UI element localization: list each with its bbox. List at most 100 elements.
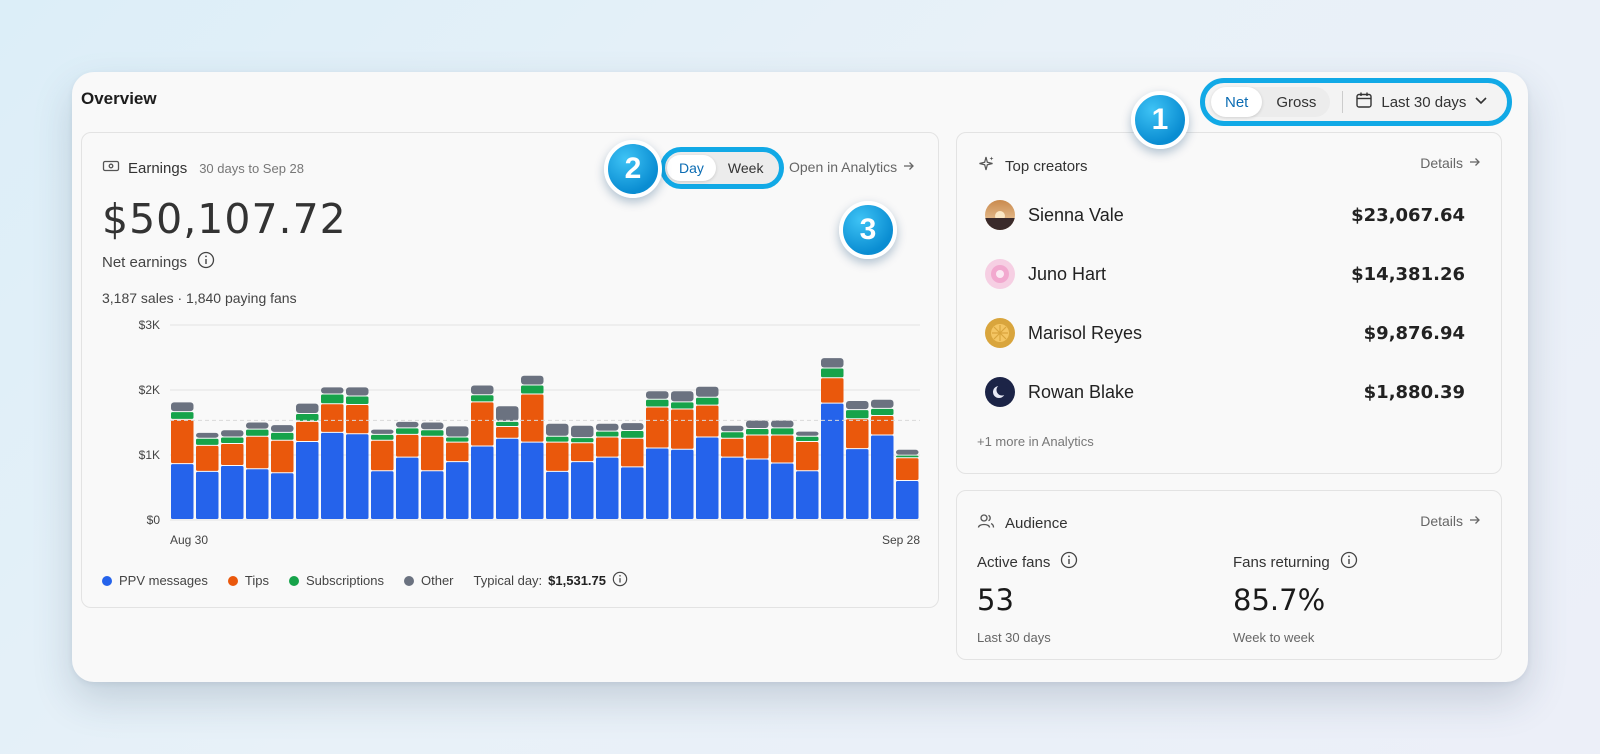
bar-segment-tips [246,436,269,469]
legend-tips-label: Tips [244,573,269,588]
bar-segment-other [546,423,569,436]
sparkles-icon [977,155,995,177]
bar-segment-other [721,425,744,432]
bar-segment-other [446,426,469,437]
bar-segment-tips [846,419,869,449]
bar-segment-other [696,386,719,397]
audience-details-label: Details [1420,513,1463,529]
bar-segment-subs [221,437,244,443]
fans-returning-stat: Fans returning 85.7% Week to week [1233,551,1358,645]
bar-segment-ppv [446,462,469,519]
bar-segment-subs [571,438,594,443]
info-icon[interactable] [1060,551,1078,573]
creator-row[interactable]: Juno Hart $14,381.26 [985,258,1465,290]
bar-segment-ppv [696,437,719,519]
bar-segment-subs [446,437,469,442]
typical-day: Typical day: $1,531.75 [474,571,629,590]
top-creators-header: Top creators [977,155,1088,177]
creator-row[interactable]: Sienna Vale $23,067.64 [985,199,1465,231]
bar-segment-tips [596,437,619,457]
bar-segment-subs [846,410,869,419]
arrow-right-icon [1469,513,1481,529]
bar-segment-tips [471,402,494,446]
bar-segment-subs [171,412,194,419]
bar-segment-tips [321,404,344,432]
net-earnings-label: Net earnings [102,253,188,271]
active-fans-value: 53 [977,583,1014,617]
active-fans-sub: Last 30 days [977,630,1051,645]
legend-subs: Subscriptions [288,573,384,588]
bar-segment-ppv [621,467,644,519]
bar-segment-subs [721,432,744,438]
bar-segment-ppv [371,471,394,519]
bar-segment-ppv [246,469,269,519]
total-earnings: $50,107.72 [102,195,347,243]
info-icon[interactable] [612,571,628,590]
date-range-select[interactable]: Last 30 days [1355,91,1488,113]
date-range-label: Last 30 days [1381,93,1467,111]
bar-segment-subs [871,408,894,415]
bar-segment-subs [746,429,769,435]
earnings-title: Earnings [128,160,188,177]
bar-segment-ppv [846,449,869,519]
creator-amount: $9,876.94 [1363,322,1465,344]
info-icon[interactable] [1340,551,1358,573]
more-in-analytics-link[interactable]: +1 more in Analytics [977,434,1094,449]
x-tick-label: Aug 30 [170,533,208,547]
other-dot [404,575,414,586]
y-tick-label: $2K [139,383,160,397]
bar-segment-subs [796,436,819,441]
bar-segment-subs [696,397,719,405]
calendar-icon [1355,91,1373,113]
info-icon[interactable] [197,251,215,273]
bar-segment-ppv [471,446,494,519]
earnings-header: Earnings 30 days to Sep 28 [102,159,304,178]
bar-segment-ppv [771,463,794,519]
week-button[interactable]: Week [727,160,764,176]
audience-header: Audience [977,513,1068,533]
creators-details-link[interactable]: Details [1420,155,1481,171]
bar-segment-other [796,431,819,436]
gross-button[interactable]: Gross [1276,93,1317,111]
audience-details-link[interactable]: Details [1420,513,1481,529]
bar-segment-subs [896,455,919,458]
overview-card: Overview Net Gross Last 30 days Earnings… [72,72,1528,682]
legend-subs-label: Subscriptions [305,573,384,588]
creator-name: Marisol Reyes [1028,322,1143,343]
audience-title: Audience [1005,514,1068,532]
bar-segment-tips [396,434,419,457]
fans-returning-sub: Week to week [1233,630,1315,645]
x-tick-label: Sep 28 [882,533,920,547]
bar-segment-ppv [521,442,544,519]
bar-segment-ppv [746,459,769,519]
bar-segment-other [371,429,394,434]
creator-row[interactable]: Marisol Reyes $9,876.94 [985,317,1465,349]
top-creators-panel: Top creators Details Sienna Vale $23,067… [956,132,1502,474]
net-button[interactable]: Net [1211,87,1263,117]
bar-segment-ppv [571,462,594,519]
bar-segment-other [496,406,519,421]
earnings-chart: $0 $1K $2K $3K Aug 30 Sep 28 [139,318,921,547]
earnings-panel: Earnings 30 days to Sep 28 Day Week Open… [81,132,939,608]
creator-row[interactable]: Rowan Blake $1,880.39 [985,376,1465,408]
bar-segment-ppv [321,432,344,519]
bar-segment-other [896,449,919,455]
bar-segment-tips [446,442,469,462]
bar-segment-other [171,402,194,412]
open-analytics-label: Open in Analytics [789,159,898,175]
bar-segment-subs [296,414,319,421]
users-icon [977,513,995,533]
fans-returning-value: 85.7% [1233,583,1326,617]
open-analytics-link[interactable]: Open in Analytics [789,159,915,175]
bar-segment-tips [871,416,894,435]
bar-segment-ppv [871,435,894,519]
creator-amount: $14,381.26 [1351,263,1465,285]
callout-badge-3: 3 [839,201,897,259]
bar-segment-tips [371,440,394,471]
callout-badge-2: 2 [604,140,662,198]
arrow-right-icon [903,159,915,175]
bar-segment-ppv [221,466,244,519]
day-button[interactable]: Day [667,155,716,181]
active-fans-label-row: Active fans [977,551,1078,573]
sales-summary: 3,187 sales · 1,840 paying fans [102,290,297,306]
